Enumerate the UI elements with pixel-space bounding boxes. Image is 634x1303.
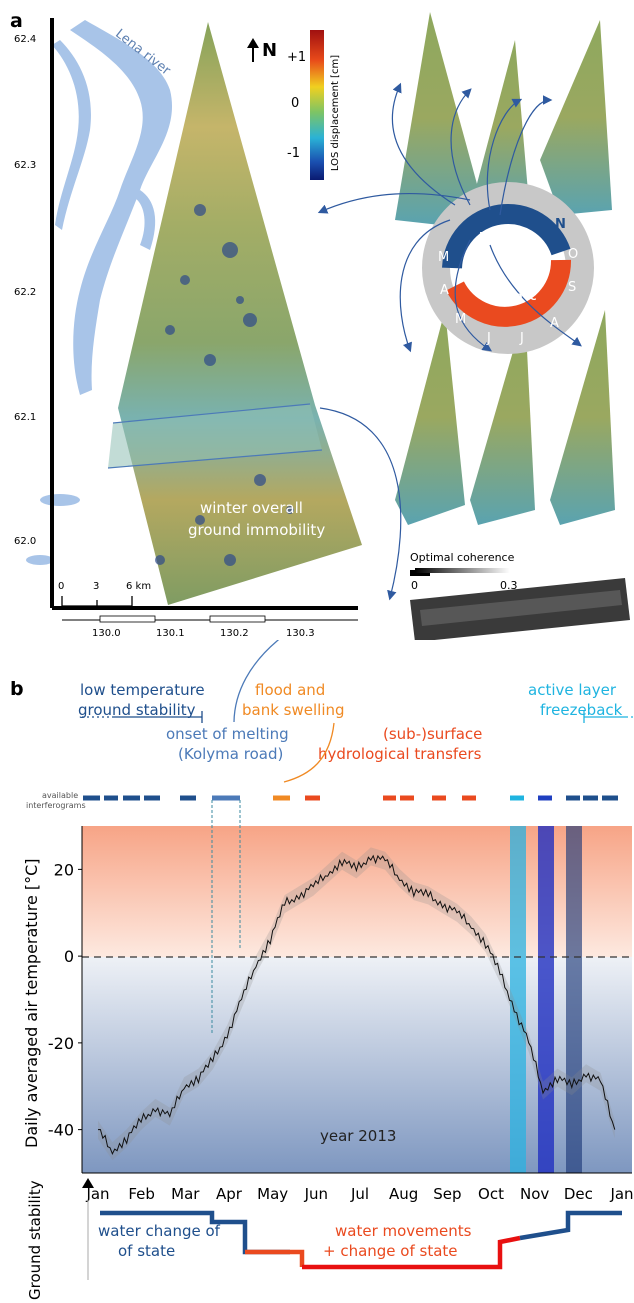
stability-label-4: + change of state: [323, 1242, 458, 1260]
lat-tick-1: 62.3: [14, 160, 37, 171]
x-tick-label: Dec: [564, 1185, 593, 1203]
ring-month-M2: M: [438, 250, 450, 265]
x-tick-label: Sep: [433, 1185, 461, 1203]
ring-month-N: N: [555, 217, 566, 232]
x-tick-label: Oct: [478, 1185, 504, 1203]
y-tick-label: 0: [64, 947, 74, 966]
annot-flood-1: flood and: [255, 681, 326, 699]
lat-tick-2: 62.2: [14, 287, 37, 298]
lat-tick-3: 62.1: [14, 412, 37, 423]
y-ticks: 20 0 -20 -40: [48, 860, 82, 1140]
lon-tick-2: 130.2: [220, 628, 249, 639]
x-tick-label: Jul: [350, 1185, 369, 1203]
swath-3: [540, 20, 612, 215]
scale-label-1: 3: [93, 581, 100, 592]
ring-month-J1: J: [520, 331, 524, 346]
annot-low-temp-1: low temperature: [80, 681, 205, 699]
x-ticks: Jan Feb Mar Apr May Jun Jul Aug Sep Oct Nov Dec Jan: [85, 1185, 633, 1203]
y-tick-label: 20: [54, 860, 74, 879]
swath-4: [395, 310, 465, 525]
x-tick-label: Jun: [304, 1185, 328, 1203]
temperature-line: [97, 854, 616, 1156]
stability-label-1: water change of: [98, 1222, 220, 1240]
y-axis-label: Daily averaged air temperature [°C]: [22, 858, 41, 1148]
map-annotation-1: winter overall: [200, 499, 303, 517]
annot-onset-1: onset of melting: [166, 725, 289, 743]
annot-hydro-1: (sub-)surface: [383, 725, 483, 743]
ring-month-A2: A: [440, 283, 449, 298]
panel-b-letter: b: [10, 678, 24, 700]
colorbar-tick-2: -1: [287, 146, 300, 161]
annot-available-2: interferograms: [26, 801, 86, 810]
stability-label-3: water movements: [335, 1222, 472, 1240]
ring-cold-label: T < 0 °C: [480, 231, 525, 242]
ring-month-O: O: [568, 247, 579, 262]
year-label: year 2013: [320, 1127, 397, 1145]
ground-stability-label: Ground stability: [26, 1180, 44, 1300]
x-tick-label: Jan: [609, 1185, 633, 1203]
lakes: [155, 204, 294, 566]
x-tick-label: Mar: [171, 1185, 200, 1203]
colorbar-title: LOS displacement [cm]: [330, 54, 341, 172]
y-tick-label: -20: [48, 1034, 74, 1053]
annot-active-1: active layer: [528, 681, 616, 699]
x-tick-label: May: [257, 1185, 288, 1203]
annot-onset-2: (Kolyma road): [178, 745, 284, 763]
coherence-tick-1: 0.3: [500, 579, 518, 592]
lon-tick-0: 130.0: [92, 628, 121, 639]
swath-2: [470, 40, 530, 215]
panel-a-letter: a: [10, 10, 23, 32]
x-tick-label: Jan: [85, 1185, 109, 1203]
panel-a-figure: [26, 12, 630, 640]
ring-warm-label: T > 0 °C: [496, 293, 537, 303]
x-tick-label: Apr: [216, 1185, 243, 1203]
x-tick-label: Nov: [520, 1185, 549, 1203]
melt-band: [108, 404, 322, 468]
x-tick-label: Feb: [128, 1185, 155, 1203]
annot-hydro-2: hydrological transfers: [318, 745, 482, 763]
temperature-range-band: [98, 847, 615, 1161]
ground-stability-line: [100, 1210, 622, 1270]
ring-month-M1: M: [455, 312, 467, 327]
x-tick-label: Aug: [389, 1185, 418, 1203]
annot-active-2: freezeback: [540, 701, 623, 719]
coherence-title: Optimal coherence: [410, 551, 515, 564]
annot-low-temp-2: ground stability: [78, 701, 196, 719]
y-tick-label: -40: [48, 1121, 74, 1140]
annot-flood-2: bank swelling: [242, 701, 345, 719]
scale-label-2: 6 km: [126, 581, 152, 592]
ring-month-S: S: [568, 280, 577, 295]
swath-6: [550, 310, 615, 525]
lon-tick-3: 130.3: [286, 628, 315, 639]
map-annotation-2: ground immobility: [188, 521, 326, 539]
lat-tick-0: 62.4: [14, 34, 37, 45]
swath-5: [470, 310, 535, 525]
swath-1: [395, 12, 480, 225]
lon-tick-1: 130.1: [156, 628, 185, 639]
ring-month-J2: J: [487, 331, 491, 346]
ring-month-A: A: [550, 316, 559, 331]
colorbar-tick-1: 0: [291, 96, 300, 111]
stability-label-2: of state: [118, 1242, 176, 1260]
scale-label-0: 0: [58, 581, 65, 592]
north-label: N: [262, 40, 278, 61]
coherence-tick-0: 0: [411, 579, 418, 592]
lat-tick-4: 62.0: [14, 536, 37, 547]
panel-b-chart: 20 0 -20 -40 Jan Feb Mar Apr May Jun Jul Aug Sep Oct…: [48, 640, 634, 1280]
colorbar-tick-0: +1: [287, 50, 307, 65]
annot-available-1: available: [42, 791, 79, 800]
